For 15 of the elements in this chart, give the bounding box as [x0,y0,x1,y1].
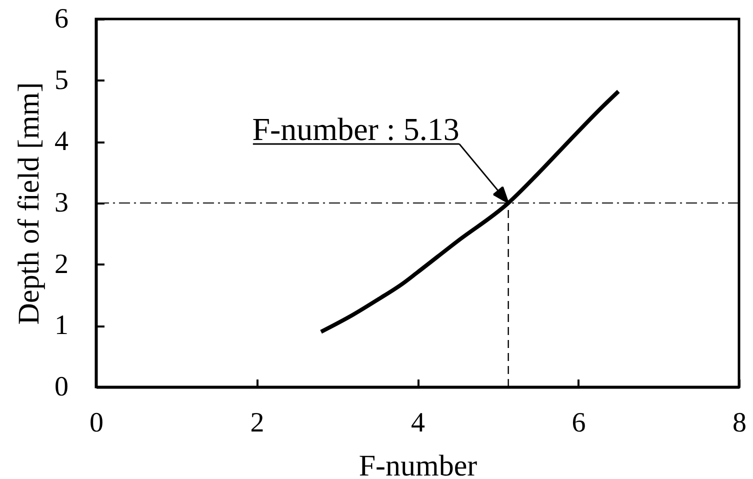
y-tick-label: 4 [54,126,68,158]
x-tick-label: 2 [250,408,264,438]
y-tick-label: 5 [54,64,68,96]
x-tick-label: 6 [572,408,586,438]
x-tick-label: 4 [411,408,425,438]
y-tick-label: 1 [54,310,68,342]
annotation: F-number : 5.13 [252,111,460,147]
y-tick-label: 0 [54,372,68,402]
x-axis-title: F-number [358,450,478,479]
y-tick-label: 2 [54,248,68,280]
y-tick-label: 3 [54,188,68,218]
x-tick-label: 8 [732,408,746,438]
y-axis-title: Depth of field [mm] [12,82,46,325]
x-tick-label: 0 [90,408,104,438]
y-tick-label: 6 [54,4,68,34]
